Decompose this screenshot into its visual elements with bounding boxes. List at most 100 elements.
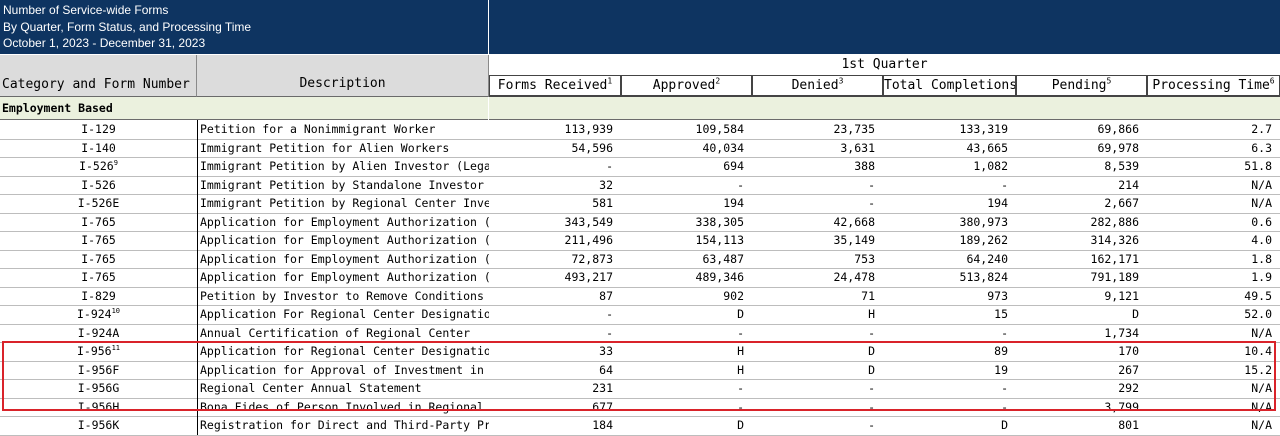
forms-received-cell[interactable]: 581	[592, 196, 613, 210]
pending-cell[interactable]: 1,734	[1104, 325, 1139, 340]
form-number-cell[interactable]: I-526	[81, 177, 116, 192]
form-number-cell[interactable]: I-92410	[76, 307, 121, 321]
table-row[interactable]: I-765 Application for Employment Authoriz…	[0, 268, 1280, 288]
total-completions-cell[interactable]: 19	[994, 362, 1008, 377]
pending-cell[interactable]: 8,539	[1104, 159, 1139, 173]
quarter-header[interactable]: 1st Quarter	[489, 55, 1280, 75]
processing-time-cell[interactable]: 1.8	[1251, 251, 1272, 266]
approved-cell[interactable]: 40,034	[702, 140, 744, 155]
processing-time-cell[interactable]: 4.0	[1251, 233, 1272, 247]
description-cell[interactable]: Regional Center Annual Statement	[197, 379, 489, 398]
description-cell[interactable]: Immigrant Petition by Standalone Investo…	[197, 175, 489, 194]
description-cell[interactable]: Application for Regional Center Designat…	[197, 342, 489, 361]
pending-cell[interactable]: 267	[1118, 362, 1139, 377]
table-row[interactable]: I-956K Registration for Direct and Third-…	[0, 416, 1280, 436]
total-completions-cell[interactable]: 1,082	[973, 159, 1008, 173]
table-row[interactable]: I-92410 Application For Regional Center D…	[0, 305, 1280, 325]
table-row[interactable]: I-140 Immigrant Petition for Alien Worker…	[0, 138, 1280, 158]
table-row[interactable]: I-5269 Immigrant Petition by Alien Invest…	[0, 157, 1280, 177]
description-cell[interactable]: Petition for a Nonimmigrant Worker	[197, 120, 489, 139]
forms-received-cell[interactable]: 54,596	[571, 140, 613, 155]
description-cell[interactable]: Application for Approval of Investment i…	[197, 360, 489, 379]
denied-cell[interactable]: H	[868, 307, 875, 321]
approved-cell[interactable]: 194	[723, 196, 744, 210]
processing-time-cell[interactable]: N/A	[1251, 196, 1272, 210]
form-number-cell[interactable]: I-95611	[76, 344, 121, 358]
forms-received-cell[interactable]: 343,549	[564, 214, 613, 229]
description-cell[interactable]: Application For Regional Center Designat…	[197, 305, 489, 324]
total-completions-cell[interactable]: 513,824	[959, 270, 1008, 284]
description-cell[interactable]: Immigrant Petition for Alien Workers	[197, 138, 489, 157]
approved-cell[interactable]: -	[737, 399, 744, 414]
denied-cell[interactable]: -	[868, 381, 875, 395]
pending-cell[interactable]: 214	[1118, 177, 1139, 192]
pending-cell[interactable]: 69,978	[1097, 140, 1139, 155]
table-row[interactable]: I-956G Regional Center Annual Statement 23…	[0, 379, 1280, 399]
pending-cell[interactable]: 791,189	[1090, 270, 1139, 284]
description-cell[interactable]: Application for Employment Authorization…	[197, 212, 489, 231]
pending-cell[interactable]: 9,121	[1104, 288, 1139, 303]
denied-cell[interactable]: -	[868, 325, 875, 340]
form-number-cell[interactable]: I-956K	[77, 418, 120, 432]
pending-cell[interactable]: 69,866	[1097, 122, 1139, 136]
table-row[interactable]: I-129 Petition for a Nonimmigrant Worker 1…	[0, 120, 1280, 140]
forms-received-cell[interactable]: 211,496	[564, 233, 613, 247]
description-cell[interactable]: Application for Employment Authorization…	[197, 231, 489, 250]
description-cell[interactable]: Annual Certification of Regional Center	[197, 323, 489, 342]
description-cell[interactable]: Application for Employment Authorization…	[197, 268, 489, 287]
form-number-cell[interactable]: I-765	[81, 251, 116, 266]
table-row[interactable]: I-526 Immigrant Petition by Standalone In…	[0, 175, 1280, 195]
approved-cell[interactable]: D	[737, 307, 744, 321]
approved-cell[interactable]: 338,305	[695, 214, 744, 229]
form-number-cell[interactable]: I-924A	[77, 325, 120, 340]
forms-received-cell[interactable]: 87	[599, 288, 613, 303]
description-cell[interactable]: Bona Fides of Person Involved in Regiona…	[197, 397, 489, 416]
form-number-cell[interactable]: I-765	[81, 270, 116, 284]
processing-time-cell[interactable]: 1.9	[1251, 270, 1272, 284]
total-completions-cell[interactable]: -	[1001, 177, 1008, 192]
processing-time-cell[interactable]: 51.8	[1244, 159, 1272, 173]
denied-cell[interactable]: 388	[854, 159, 875, 173]
total-completions-cell[interactable]: 380,973	[959, 214, 1008, 229]
denied-cell[interactable]: -	[868, 399, 875, 414]
form-number-cell[interactable]: I-765	[81, 233, 116, 247]
denied-cell[interactable]: 71	[861, 288, 875, 303]
processing-time-cell[interactable]: 49.5	[1244, 288, 1272, 303]
table-row[interactable]: I-956H Bona Fides of Person Involved in R…	[0, 397, 1280, 417]
processing-time-cell[interactable]: 2.7	[1251, 122, 1272, 136]
forms-received-cell[interactable]: 32	[599, 177, 613, 192]
approved-cell[interactable]: 489,346	[695, 270, 744, 284]
forms-received-cell[interactable]: 493,217	[564, 270, 613, 284]
table-row[interactable]: I-924A Annual Certification of Regional C…	[0, 323, 1280, 343]
table-row[interactable]: I-956F Application for Approval of Invest…	[0, 360, 1280, 380]
table-row[interactable]: I-765 Application for Employment Authoriz…	[0, 212, 1280, 232]
pending-cell[interactable]: 3,799	[1104, 399, 1139, 414]
form-number-cell[interactable]: I-765	[81, 214, 116, 229]
column-header-approved[interactable]: Approved2	[621, 75, 752, 97]
description-cell[interactable]: Registration for Direct and Third-Party …	[197, 416, 489, 435]
total-completions-cell[interactable]: 973	[987, 288, 1008, 303]
total-completions-cell[interactable]: 133,319	[959, 122, 1008, 136]
total-completions-cell[interactable]: 43,665	[966, 140, 1008, 155]
approved-cell[interactable]: -	[737, 325, 744, 340]
forms-received-cell[interactable]: 64	[599, 362, 613, 377]
form-number-cell[interactable]: I-526E	[77, 196, 120, 210]
forms-received-cell[interactable]: 33	[599, 344, 613, 358]
pending-cell[interactable]: 170	[1118, 344, 1139, 358]
processing-time-cell[interactable]: N/A	[1251, 177, 1272, 192]
approved-cell[interactable]: -	[737, 177, 744, 192]
total-completions-cell[interactable]: D	[1001, 418, 1008, 432]
denied-cell[interactable]: 23,735	[833, 122, 875, 136]
forms-received-cell[interactable]: 231	[592, 381, 613, 395]
total-completions-cell[interactable]: -	[1001, 381, 1008, 395]
denied-cell[interactable]: 753	[854, 251, 875, 266]
processing-time-cell[interactable]: 15.2	[1244, 362, 1272, 377]
total-completions-cell[interactable]: 15	[994, 307, 1008, 321]
total-completions-cell[interactable]: 64,240	[966, 251, 1008, 266]
total-completions-cell[interactable]: -	[1001, 399, 1008, 414]
forms-received-cell[interactable]: -	[606, 325, 613, 340]
column-header-processing-time[interactable]: Processing Time6	[1147, 75, 1280, 97]
form-number-cell[interactable]: I-5269	[79, 159, 118, 173]
approved-cell[interactable]: 694	[723, 159, 744, 173]
table-row[interactable]: I-765 Application for Employment Authoriz…	[0, 231, 1280, 251]
